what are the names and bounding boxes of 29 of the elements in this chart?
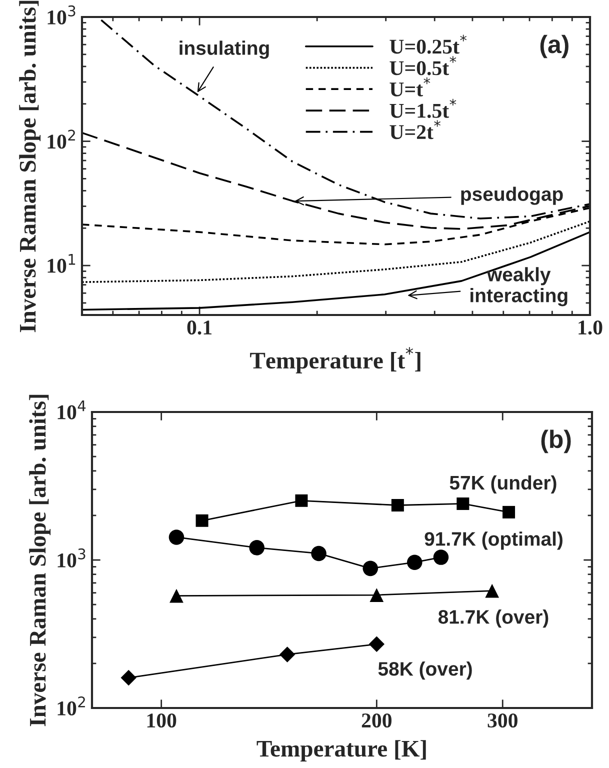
x-tick-label: 0.1 <box>187 320 212 335</box>
series-label: 81.7K (over) <box>438 610 548 628</box>
legend-label: U=0.25t$^{*}$ <box>390 34 467 54</box>
x-axis-title: Temperature [t$^{*}$] <box>250 347 420 374</box>
y-axis-title: Inverse Raman Slope [arb. units] <box>19 0 41 332</box>
annotation: weakly interacting <box>470 267 568 306</box>
legend-label: U=0.5t$^{*}$ <box>390 56 456 76</box>
x-axis-title: Temperature [K] <box>256 740 426 762</box>
annotation: insulating <box>180 40 269 59</box>
annotation: (a) <box>540 34 568 58</box>
annotation: pseudogap <box>461 186 563 205</box>
y-axis-title: Inverse Raman Slope [arb. units] <box>29 394 51 726</box>
x-tick-label: 100 <box>147 713 176 728</box>
y-tick-label: 10$^{3}$ <box>58 548 86 568</box>
series-label: 58K (over) <box>378 661 472 680</box>
legend-label: U=1.5t$^{*}$ <box>390 98 456 118</box>
y-tick-label: 10$^{3}$ <box>48 5 76 24</box>
x-tick-label: 300 <box>488 713 518 728</box>
series-label: 91.7K (optimal) <box>424 532 562 550</box>
legend-label: U=t$^{*}$ <box>390 77 430 96</box>
annotation: (b) <box>541 430 571 454</box>
legend-label: U=2t$^{*}$ <box>390 120 441 140</box>
x-tick-label: 200 <box>362 713 392 728</box>
y-tick-label: 10$^{2}$ <box>58 696 85 716</box>
y-tick-label: 10$^{4}$ <box>58 400 86 420</box>
y-tick-label: 10$^{2}$ <box>48 130 75 149</box>
y-tick-label: 10$^{1}$ <box>48 254 76 273</box>
series-label: 57K (under) <box>450 475 556 494</box>
x-tick-label: 1.0 <box>578 320 602 335</box>
